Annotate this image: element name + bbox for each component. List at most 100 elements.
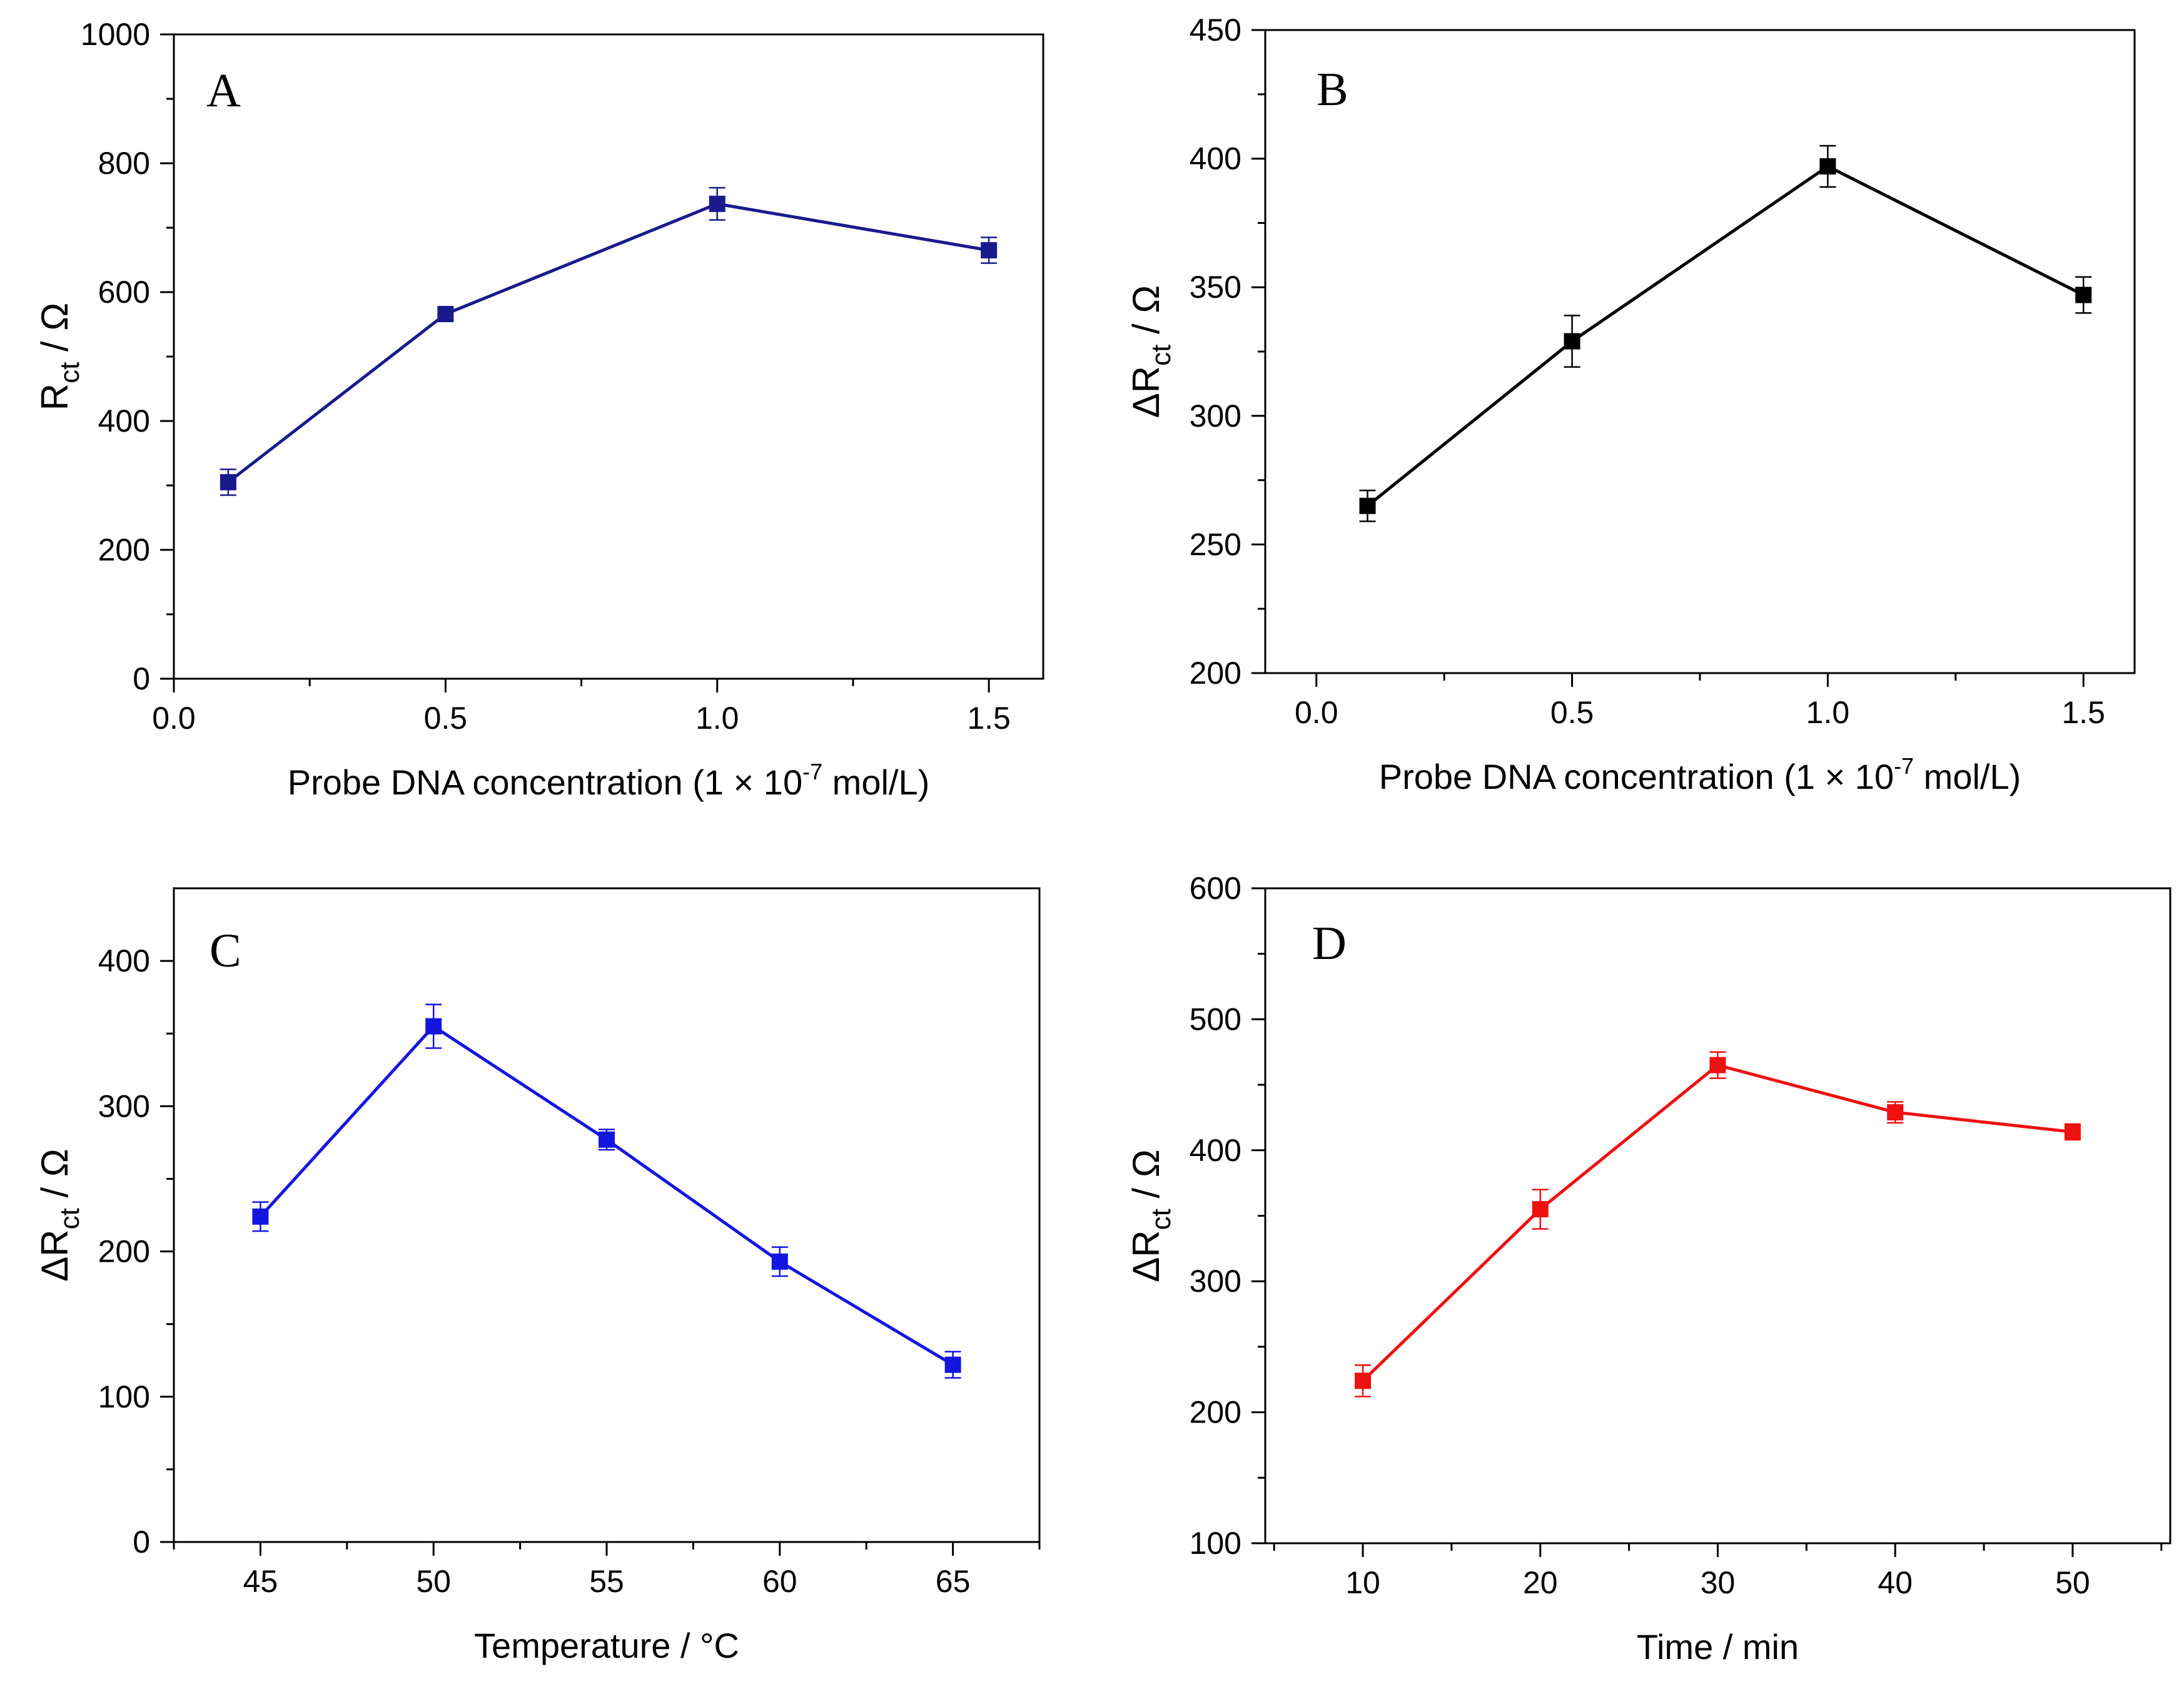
x-axis-label-superscript: -7 xyxy=(802,759,822,784)
y-axis-label-main: R xyxy=(34,383,76,410)
x-tick-label: 1.0 xyxy=(695,701,739,736)
plot-frame xyxy=(1264,29,2136,674)
data-point xyxy=(437,306,454,323)
data-point xyxy=(709,195,725,212)
x-tick-label: 65 xyxy=(936,1564,971,1599)
y-axis-label-subscript: ct xyxy=(1146,1209,1176,1230)
data-point xyxy=(944,1356,961,1373)
y-tick-label: 100 xyxy=(98,1379,150,1414)
series-line xyxy=(259,1024,954,1366)
y-axis-label-subscript: ct xyxy=(1146,345,1176,366)
plot-frame xyxy=(173,33,1044,680)
series-line xyxy=(1362,1063,2073,1382)
y-tick-label: 200 xyxy=(98,532,150,567)
y-tick-label: 600 xyxy=(98,275,150,310)
y-axis-label-main: ΔR xyxy=(1125,366,1167,418)
y-tick-label: 300 xyxy=(1190,1264,1241,1299)
x-tick-label: 0.0 xyxy=(152,701,196,736)
y-tick-label: 600 xyxy=(1190,871,1241,906)
data-point xyxy=(2064,1123,2081,1140)
chart-panel-c: 0 100 200 300 400 45 50 55 60 65 Temperature / °C Δ… xyxy=(34,887,1041,1665)
y-tick-label: 200 xyxy=(98,1234,150,1269)
x-axis-label: Time / min xyxy=(1637,1627,1799,1666)
y-tick-label: 300 xyxy=(1190,398,1241,434)
x-axis-label: Probe DNA concentration (1 × 10-7 mol/L) xyxy=(1379,753,2021,796)
chart-panel-a: 0 200 400 600 800 1000 0.0 0.5 1.0 1.5 Probe DNA c… xyxy=(34,17,1044,802)
data-point xyxy=(425,1018,442,1035)
x-tick-label: 1.0 xyxy=(1806,695,1850,730)
x-tick-label: 0.0 xyxy=(1295,695,1338,730)
y-axis-label-tail: / Ω xyxy=(1125,285,1167,345)
y-tick-label: 450 xyxy=(1190,13,1241,48)
y-tick-label: 0 xyxy=(133,1524,150,1560)
y-axis-label-main: ΔR xyxy=(1125,1230,1167,1282)
y-axis-label: Rct / Ω xyxy=(34,303,85,410)
x-tick-label: 20 xyxy=(1523,1565,1558,1600)
y-tick-label: 100 xyxy=(1190,1526,1241,1561)
series-line xyxy=(227,202,989,484)
x-tick-label: 0.5 xyxy=(1550,695,1594,730)
panel-label: A xyxy=(206,64,241,117)
data-point xyxy=(1355,1372,1372,1389)
y-tick-label: 200 xyxy=(1190,656,1241,691)
y-axis-label-subscript: ct xyxy=(54,1208,85,1229)
y-axis-label-subscript: ct xyxy=(54,362,85,383)
plot-frame xyxy=(173,887,1041,1543)
x-axis-label-main: Probe DNA concentration (1 × 10 xyxy=(1379,757,1894,796)
panel-label: C xyxy=(210,925,241,977)
x-axis-label-tail: mol/L) xyxy=(822,763,929,802)
x-axis-label-superscript: -7 xyxy=(1894,753,1914,779)
plot-frame xyxy=(1264,887,2171,1544)
x-tick-label: 1.5 xyxy=(967,701,1011,736)
x-axis-label: Probe DNA concentration (1 × 10-7 mol/L) xyxy=(288,759,930,802)
y-tick-label: 200 xyxy=(1190,1395,1241,1430)
x-axis-label-tail: mol/L) xyxy=(1914,757,2021,796)
panel-label: B xyxy=(1317,63,1348,116)
x-tick-label: 45 xyxy=(243,1564,278,1599)
y-tick-label: 400 xyxy=(1190,1133,1241,1168)
y-axis-label-tail: / Ω xyxy=(1125,1149,1167,1209)
data-point xyxy=(1564,333,1580,350)
x-axis-label: Temperature / °C xyxy=(474,1626,739,1665)
panel-label: D xyxy=(1312,917,1347,970)
y-axis-label: ΔRct / Ω xyxy=(1125,1149,1176,1282)
y-tick-label: 800 xyxy=(98,146,150,181)
data-point xyxy=(599,1131,615,1148)
x-tick-label: 40 xyxy=(1878,1565,1913,1600)
chart-panel-d: 100 200 300 400 500 600 10 20 30 40 50 Time / min ΔR… xyxy=(1125,871,2171,1666)
data-point xyxy=(771,1253,788,1270)
y-axis-label: ΔRct / Ω xyxy=(1125,285,1176,418)
y-axis-label-tail: / Ω xyxy=(34,303,76,362)
chart-panel-b: 200 250 300 350 400 450 0.0 0.5 1.0 1.5 Probe DNA … xyxy=(1125,13,2136,796)
x-axis-label-main: Time / min xyxy=(1637,1627,1799,1666)
x-tick-label: 50 xyxy=(2055,1565,2090,1600)
series-line xyxy=(1366,165,2085,507)
x-axis-label-main: Probe DNA concentration (1 × 10 xyxy=(288,763,802,802)
data-point xyxy=(1359,497,1376,514)
data-point xyxy=(1819,158,1836,175)
y-tick-label: 300 xyxy=(98,1088,150,1123)
y-tick-label: 400 xyxy=(98,943,150,978)
x-tick-label: 10 xyxy=(1345,1565,1380,1600)
x-tick-label: 30 xyxy=(1701,1565,1736,1600)
y-tick-label: 1000 xyxy=(81,17,150,52)
y-tick-label: 250 xyxy=(1190,527,1241,562)
y-axis-label-tail: / Ω xyxy=(34,1149,76,1208)
data-point xyxy=(1887,1104,1904,1121)
x-axis-label-main: Temperature / °C xyxy=(474,1626,739,1665)
x-tick-label: 55 xyxy=(589,1564,624,1599)
x-tick-label: 60 xyxy=(762,1564,797,1599)
x-tick-label: 1.5 xyxy=(2061,695,2105,730)
data-point xyxy=(220,474,236,490)
y-tick-label: 350 xyxy=(1190,270,1241,305)
y-axis-label-main: ΔR xyxy=(34,1229,76,1281)
x-tick-label: 50 xyxy=(416,1564,451,1599)
data-point xyxy=(1709,1057,1726,1073)
data-point xyxy=(981,242,998,259)
data-point xyxy=(2075,287,2092,303)
x-tick-label: 0.5 xyxy=(424,701,468,736)
data-point xyxy=(1532,1201,1549,1218)
y-tick-label: 400 xyxy=(1190,141,1241,176)
y-axis-label: ΔRct / Ω xyxy=(34,1149,85,1282)
